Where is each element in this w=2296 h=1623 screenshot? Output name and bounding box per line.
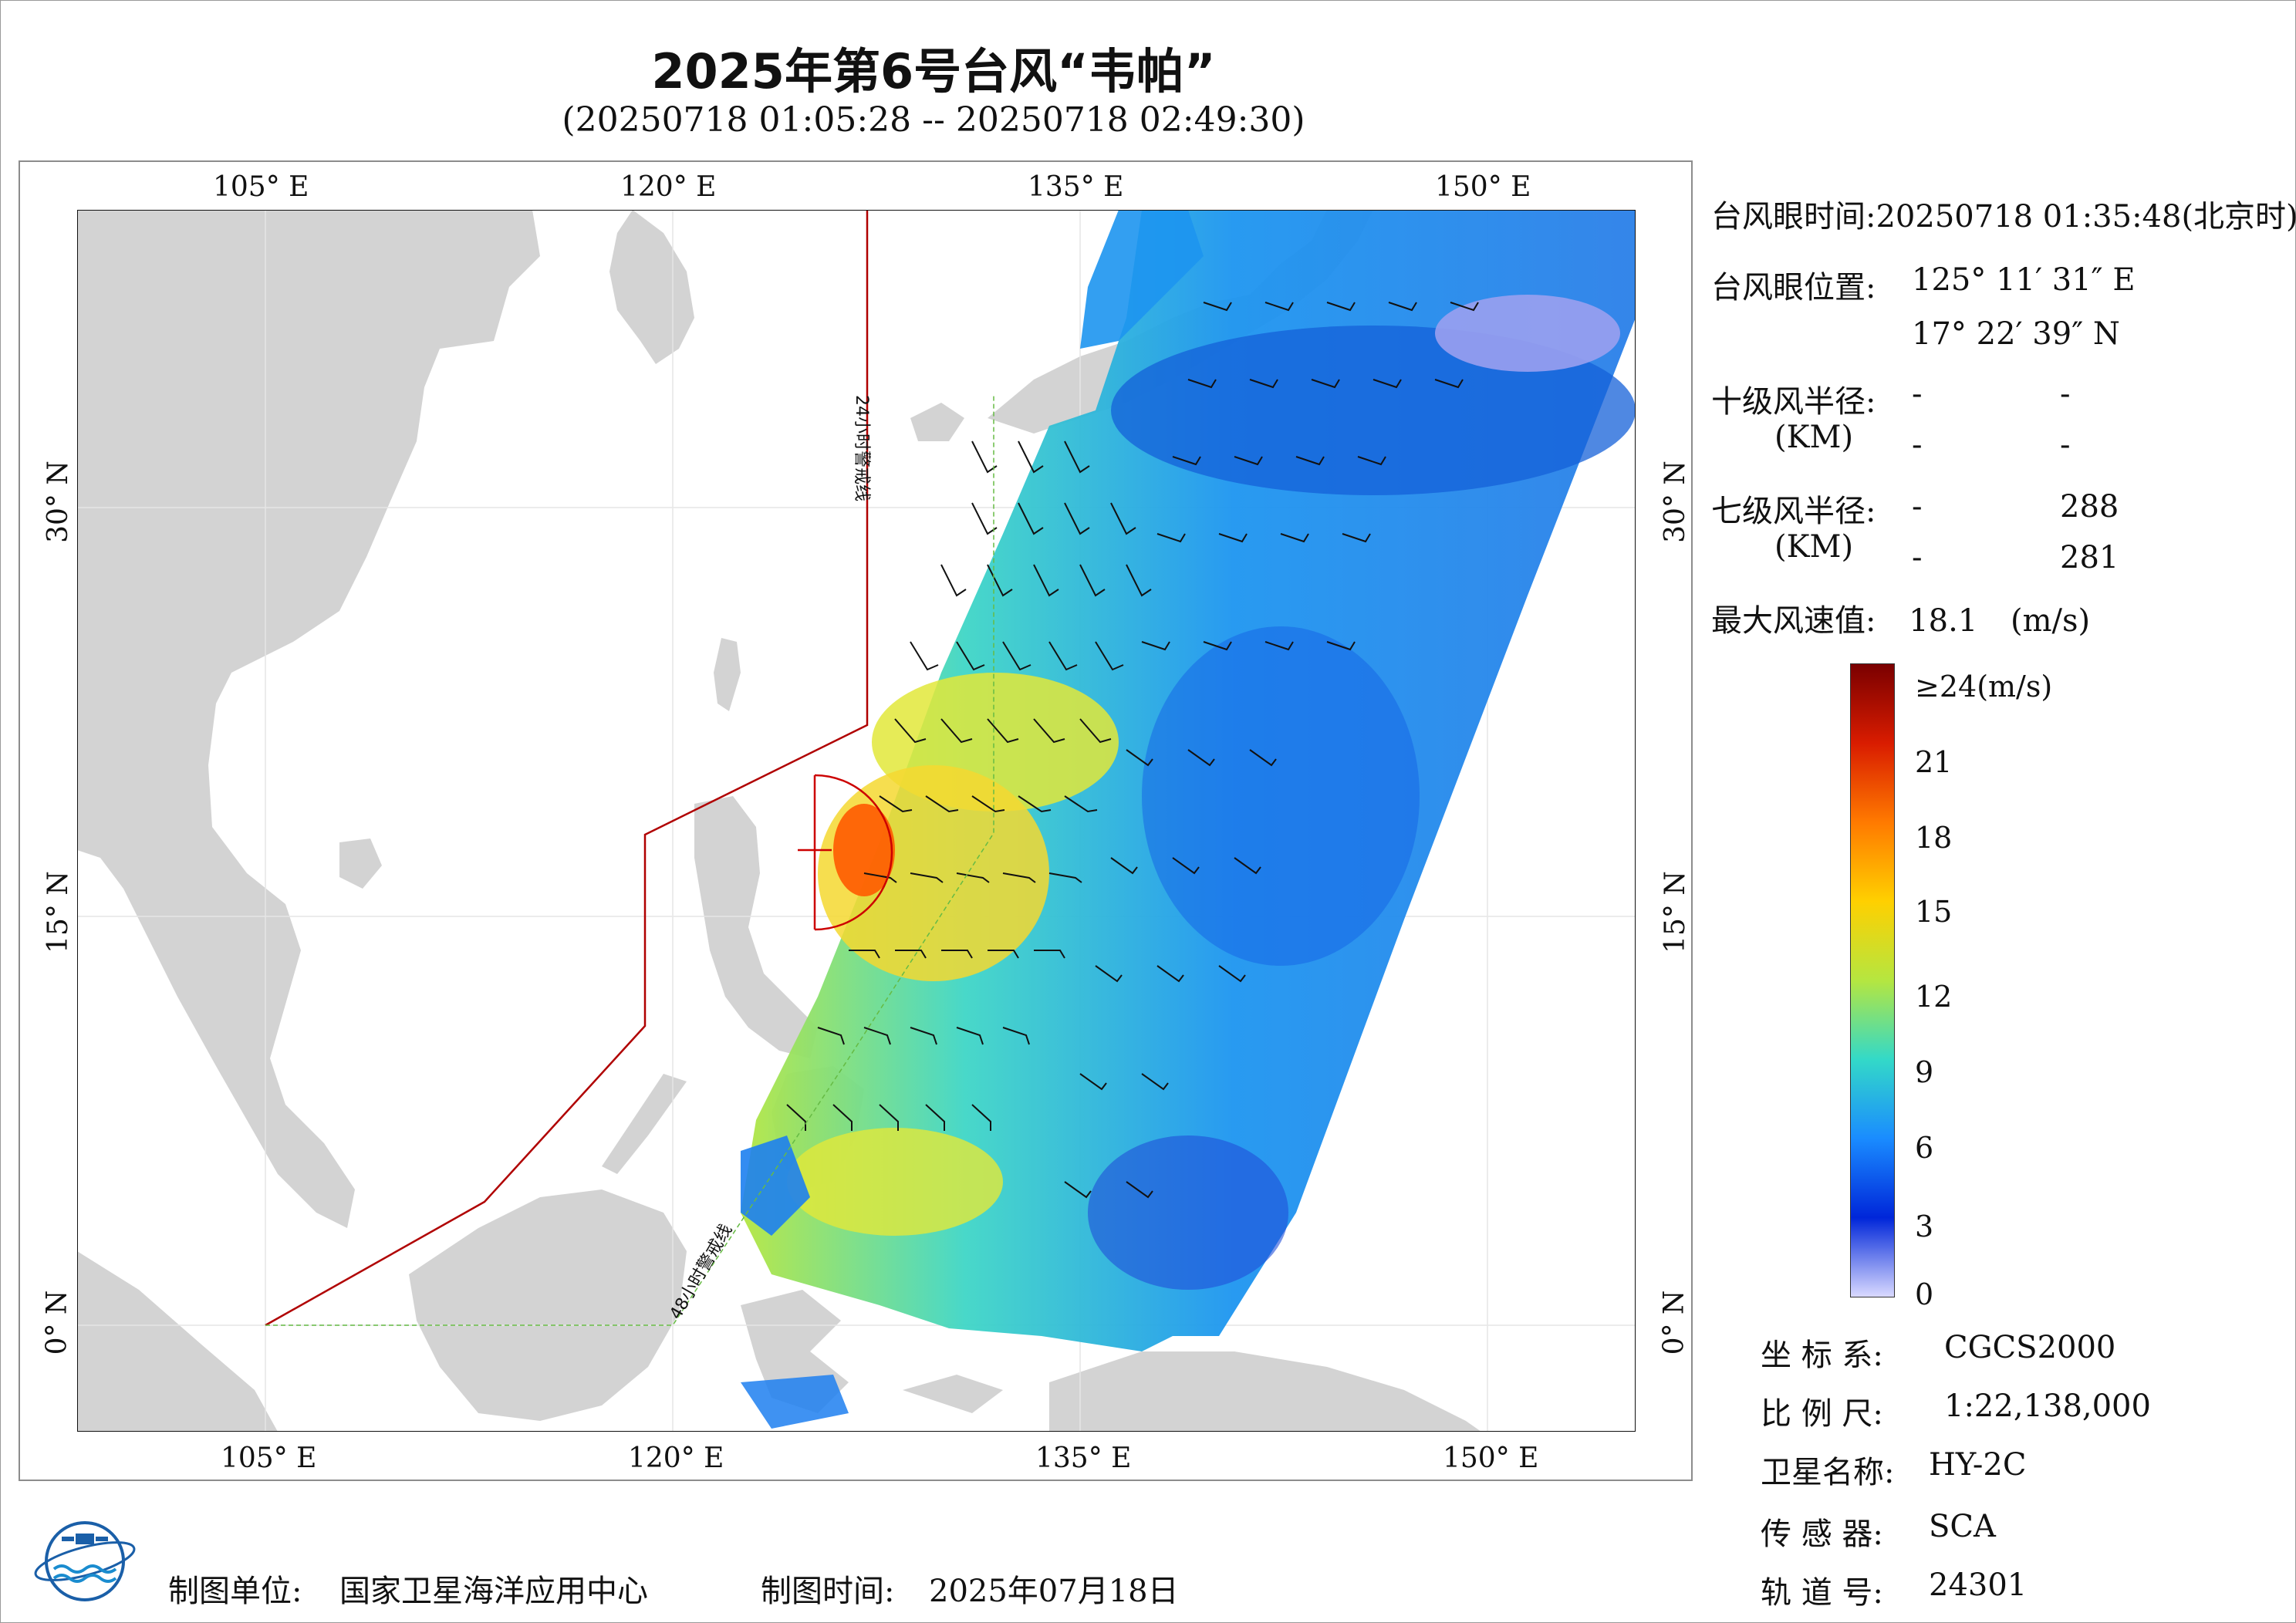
wind-radius-semicircle bbox=[814, 774, 893, 931]
warning-line-48h bbox=[265, 395, 994, 1326]
warning-line-24h-label: 24小时警戒线 bbox=[852, 395, 871, 501]
lat-tick-right-0: 0° N bbox=[1658, 1290, 1690, 1355]
wind-swath bbox=[741, 210, 1636, 1429]
colorbar-label-3: 3 bbox=[1915, 1210, 1934, 1243]
scale-value: 1:22,138,000 bbox=[1944, 1388, 2151, 1424]
colorbar-label-0: 0 bbox=[1915, 1277, 1934, 1311]
r7-value-1: - bbox=[1912, 489, 1923, 525]
satellite-value: HY-2C bbox=[1929, 1447, 2027, 1483]
lon-tick-bottom-150: 150° E bbox=[1443, 1442, 1539, 1474]
r10-value-2: - bbox=[2060, 376, 2071, 412]
eye-longitude: 125° 11′ 31″ E bbox=[1912, 262, 2136, 298]
lon-tick-bottom-120: 120° E bbox=[628, 1442, 724, 1474]
colorbar-label-15: 15 bbox=[1915, 895, 1953, 929]
eye-latitude: 17° 22′ 39″ N bbox=[1912, 316, 2120, 352]
map-frame bbox=[19, 160, 1693, 1481]
r10-label: 十级风半径: bbox=[1711, 384, 1876, 420]
lon-tick-top-135: 135° E bbox=[1028, 171, 1124, 203]
r7-unit: (KM) bbox=[1774, 529, 1854, 565]
lon-tick-top-150: 150° E bbox=[1435, 171, 1531, 203]
scale-label: 比 例 尺: bbox=[1761, 1396, 1883, 1432]
orbit-value: 24301 bbox=[1929, 1567, 2028, 1603]
max-wind-unit: (m/s) bbox=[2010, 603, 2091, 639]
r10-unit: (KM) bbox=[1774, 420, 1854, 455]
r10-value-4: - bbox=[2060, 427, 2071, 463]
colorbar-label-21: 21 bbox=[1915, 745, 1953, 779]
crs-value: CGCS2000 bbox=[1944, 1330, 2116, 1365]
map-title: 2025年第6号台风“韦帕” bbox=[651, 43, 1216, 100]
max-wind-row: 最大风速值: 18.1 (m/s) bbox=[1711, 596, 2090, 640]
max-wind-label: 最大风速值: bbox=[1711, 603, 1876, 639]
maker-label: 制图单位: bbox=[168, 1574, 302, 1609]
colorbar-label-24: ≥24(m/s) bbox=[1915, 670, 2053, 704]
lat-tick-left-0: 0° N bbox=[41, 1290, 73, 1355]
warning-line-24h bbox=[265, 210, 869, 1327]
crs-label: 坐 标 系: bbox=[1761, 1338, 1883, 1373]
lat-tick-right-15: 15° N bbox=[1659, 871, 1691, 953]
lon-tick-top-120: 120° E bbox=[620, 171, 717, 203]
maker-value: 国家卫星海洋应用中心 bbox=[339, 1574, 648, 1609]
borneo-island bbox=[409, 1189, 687, 1421]
colorbar-label-9: 9 bbox=[1915, 1055, 1934, 1089]
hainan-island bbox=[339, 838, 382, 889]
taiwan-island bbox=[714, 638, 741, 711]
colorbar-label-6: 6 bbox=[1915, 1131, 1934, 1165]
lon-tick-top-105: 105° E bbox=[213, 171, 309, 203]
date-value: 2025年07月18日 bbox=[929, 1574, 1179, 1609]
r7-label: 七级风半径: bbox=[1711, 494, 1876, 529]
eye-time-value: 20250718 01:35:48(北京时) bbox=[1876, 199, 2296, 235]
r7-value-4: 281 bbox=[2060, 540, 2119, 575]
eye-position-label: 台风眼位置: bbox=[1711, 270, 1876, 305]
sensor-label: 传 感 器: bbox=[1761, 1517, 1883, 1552]
max-wind-value: 18.1 bbox=[1909, 603, 1978, 639]
sensor-value: SCA bbox=[1929, 1509, 1996, 1544]
r10-value-3: - bbox=[1912, 427, 1923, 463]
eye-time-row: 台风眼时间:20250718 01:35:48(北京时) bbox=[1711, 191, 2296, 236]
r7-value-3: - bbox=[1912, 540, 1923, 575]
asia-mainland bbox=[77, 210, 540, 1228]
nsoas-logo bbox=[34, 1521, 136, 1601]
r7-value-2: 288 bbox=[2060, 489, 2119, 525]
colorbar-label-18: 18 bbox=[1915, 821, 1953, 855]
lat-tick-left-30: 30° N bbox=[42, 461, 74, 543]
lat-tick-left-15: 15° N bbox=[42, 871, 74, 953]
wind-barbs bbox=[786, 302, 1479, 1199]
orbit-label: 轨 道 号: bbox=[1761, 1575, 1883, 1611]
map-subtitle: (20250718 01:05:28 -- 20250718 02:49:30) bbox=[562, 100, 1305, 140]
colorbar-label-12: 12 bbox=[1915, 980, 1953, 1014]
lon-tick-bottom-105: 105° E bbox=[221, 1442, 317, 1474]
date-label: 制图时间: bbox=[761, 1574, 895, 1609]
palawan-island bbox=[602, 1074, 687, 1174]
land-layer bbox=[77, 210, 1481, 1432]
lon-tick-bottom-135: 135° E bbox=[1035, 1442, 1132, 1474]
satellite-label: 卫星名称: bbox=[1761, 1455, 1895, 1490]
r10-value-1: - bbox=[1912, 376, 1923, 412]
halmahera-island bbox=[903, 1375, 1003, 1413]
wind-speed-colorbar bbox=[1850, 663, 1895, 1297]
eye-time-label: 台风眼时间: bbox=[1711, 199, 1876, 235]
sumatra-island bbox=[77, 1251, 278, 1432]
lat-tick-right-30: 30° N bbox=[1659, 461, 1691, 543]
kyushu-island bbox=[910, 403, 964, 441]
new-guinea-island bbox=[1049, 1351, 1481, 1432]
map-canvas[interactable]: 24小时警戒线 48小时警戒线 bbox=[77, 210, 1636, 1432]
luzon-island bbox=[694, 796, 818, 1058]
